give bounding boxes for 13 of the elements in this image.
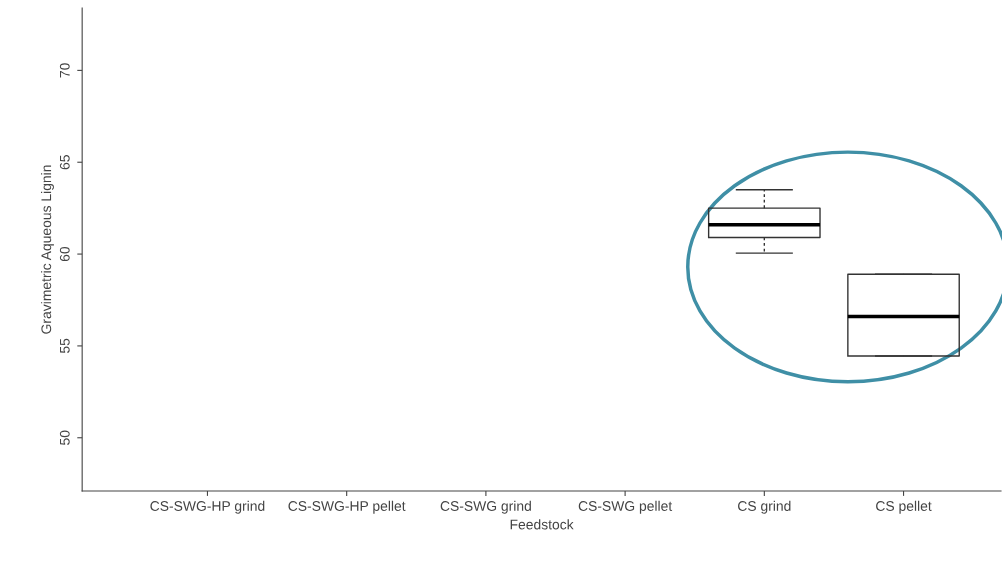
y-axis-title: Gravimetric Aqueous Lignin [40,165,54,334]
x-tick-label: CS-SWG pellet [578,500,673,514]
x-tick-label: CS-SWG-HP grind [150,500,265,514]
y-tick-label: 60 [59,246,70,262]
y-tick-label: 65 [59,155,70,170]
y-tick-label: 55 [60,338,70,354]
y-tick-label: 70 [59,63,70,78]
x-tick-label: CS pellet [876,500,932,514]
x-tick-label: CS grind [738,500,791,514]
x-axis-title: Feedstock [510,519,574,530]
x-tick-label: CS-SWG grind [440,500,531,514]
y-tick-label: 50 [59,430,70,445]
x-tick-label: CS-SWG-HP pellet [288,500,406,514]
